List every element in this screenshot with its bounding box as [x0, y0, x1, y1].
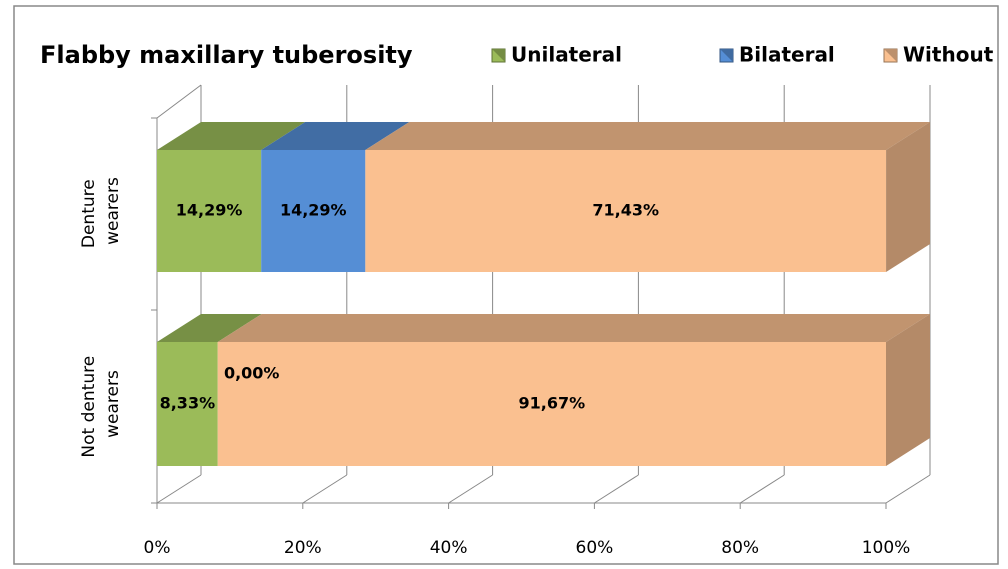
- grid-line: [594, 474, 639, 504]
- data-label: 14,29%: [280, 201, 347, 220]
- y-tick-label-line: Denture: [79, 174, 99, 248]
- legend-swatch-shade: [720, 49, 733, 62]
- chart-frame: [13, 5, 999, 565]
- axis-line: [156, 84, 202, 119]
- x-tick-label: 20%: [284, 538, 322, 558]
- bar-top: [261, 122, 410, 150]
- legend-swatch-shade: [884, 49, 897, 62]
- data-label: 8,33%: [160, 394, 216, 413]
- data-label: 14,29%: [176, 201, 243, 220]
- legend-label: Bilateral: [739, 43, 835, 67]
- data-label: 0,00%: [224, 364, 280, 383]
- legend-swatch-shade: [492, 49, 505, 62]
- bar: [261, 150, 366, 272]
- y-tick-label: Not denture wearers: [79, 350, 123, 457]
- legend-label: Unilateral: [511, 43, 622, 67]
- legend-label: Without: [903, 43, 994, 67]
- y-tick-label: Denture wearers: [79, 174, 123, 248]
- grid-line: [156, 474, 202, 504]
- bar: [217, 342, 886, 466]
- x-tick-label: 0%: [144, 538, 171, 558]
- grid-line: [739, 474, 785, 504]
- bar: [365, 150, 887, 272]
- bar: [157, 150, 262, 272]
- bar: [157, 342, 218, 466]
- bar-top: [365, 122, 931, 150]
- x-tick-label: 60%: [576, 538, 614, 558]
- y-tick-label-line: wearers: [103, 370, 123, 438]
- chart-title: Flabby maxillary tuberosity: [40, 41, 413, 69]
- bar-top: [157, 122, 306, 150]
- data-label: 71,43%: [592, 201, 659, 220]
- y-tick-label-line: Not denture: [79, 350, 99, 457]
- grid-line: [448, 474, 493, 504]
- x-tick-label: 40%: [430, 538, 468, 558]
- bar-side: [886, 314, 930, 466]
- grid-line: [885, 474, 931, 504]
- y-tick-label-line: wearers: [103, 177, 123, 245]
- x-tick-label: 80%: [721, 538, 759, 558]
- data-label: 91,67%: [519, 394, 586, 413]
- bar-top: [217, 314, 930, 342]
- grid-line: [302, 474, 348, 504]
- x-tick-label: 100%: [862, 538, 911, 558]
- bar-top: [157, 314, 262, 342]
- bar-side: [886, 122, 931, 272]
